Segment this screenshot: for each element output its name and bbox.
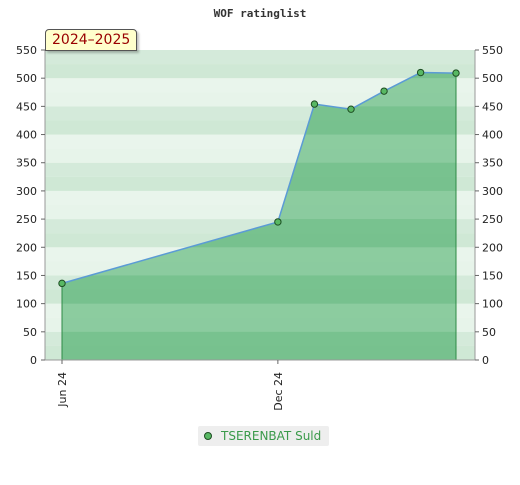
y-tick-label-left: 150 [16, 269, 37, 282]
y-tick-label-left: 550 [16, 44, 37, 57]
axes [44, 50, 476, 361]
legend[interactable]: TSERENBAT Suld [198, 426, 330, 446]
x-axis-ticks: Jun 24 Dec 24 [56, 360, 285, 411]
y-tick-label-left: 400 [16, 129, 37, 142]
data-point [274, 218, 282, 226]
band-stripe [45, 50, 475, 65]
area-stripe [62, 345, 456, 360]
y-tick-label-right: 200 [482, 241, 503, 254]
y-tick-label-right: 350 [482, 157, 503, 170]
y-tick-label-right: 550 [482, 44, 503, 57]
season-badge: 2024–2025 [45, 29, 138, 51]
y-tick-label-right: 500 [482, 72, 503, 85]
area-stripe [62, 275, 456, 290]
y-tick-label-right: 0 [482, 354, 489, 367]
y-tick-label-right: 50 [482, 326, 496, 339]
y-tick-label-right: 100 [482, 298, 503, 311]
y-tick-label-left: 100 [16, 298, 37, 311]
y-tick-label-right: 450 [482, 100, 503, 113]
data-point [380, 87, 388, 95]
y-tick-label-right: 300 [482, 185, 503, 198]
y-axis-left-ticks: 0 50 100 150 200 250 300 350 400 450 500 550 [16, 44, 45, 367]
y-tick-label-right: 250 [482, 213, 503, 226]
data-point [310, 100, 319, 108]
chart-title: WOF ratinglist [214, 7, 307, 20]
y-tick-label-left: 0 [30, 354, 37, 367]
x-tick-label: Jun 24 [56, 372, 69, 408]
legend-marker-icon [204, 432, 212, 440]
y-tick-label-right: 150 [482, 269, 503, 282]
y-tick-label-left: 200 [16, 241, 37, 254]
data-point [416, 68, 425, 77]
y-tick-label-left: 350 [16, 157, 37, 170]
series-area [62, 72, 456, 360]
x-tick-label: Dec 24 [272, 372, 285, 411]
y-tick-label-left: 50 [23, 326, 37, 339]
data-markers [58, 68, 460, 288]
y-tick-label-left: 250 [16, 213, 37, 226]
band-stripe [45, 64, 475, 79]
y-axis-right-ticks: 0 50 100 150 200 250 300 350 400 450 500 550 [475, 44, 503, 367]
data-point [452, 69, 460, 77]
band-stripe [45, 78, 475, 93]
data-point [347, 105, 355, 113]
y-tick-label-left: 500 [16, 72, 37, 85]
y-tick-label-right: 400 [482, 129, 503, 142]
data-point [58, 279, 66, 288]
area-stripe [62, 331, 456, 346]
area-stripe [62, 289, 456, 304]
legend-label: TSERENBAT Suld [221, 429, 322, 443]
y-tick-label-left: 450 [16, 100, 37, 113]
y-tick-label-left: 300 [16, 185, 37, 198]
